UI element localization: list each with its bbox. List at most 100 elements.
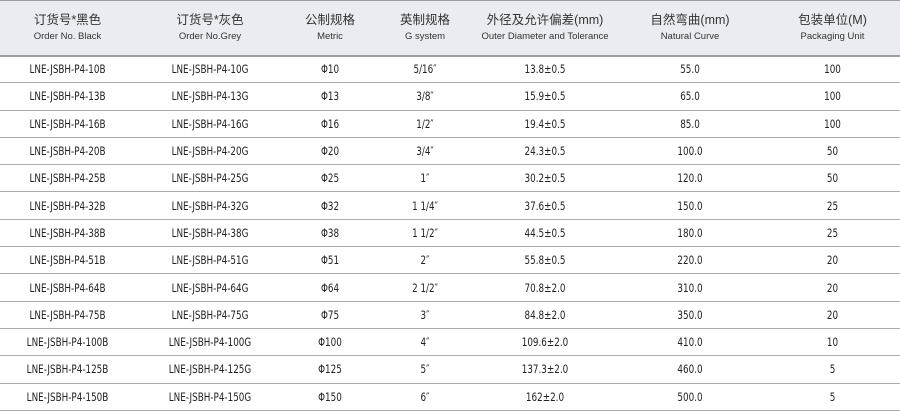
cell-natural-curve: 55.0: [680, 62, 700, 77]
cell-order-no-black: LNE-JSBH-P4-75B: [29, 307, 106, 322]
cell-natural-curve: 410.0: [677, 335, 703, 350]
cell-packaging-unit: 100: [824, 116, 841, 131]
table-row: LNE-JSBH-P4-150B LNE-JSBH-P4-150G Φ150 6″ 16…: [0, 383, 900, 411]
cell-natural-curve: 460.0: [677, 362, 703, 377]
cell-outer-diameter: 137.3±2.0: [521, 362, 569, 377]
cell-natural-curve: 150.0: [677, 198, 703, 213]
cell-g-system: 5″: [420, 362, 430, 377]
table-row: LNE-JSBH-P4-25B LNE-JSBH-P4-25G Φ25 1″ 30.2±…: [0, 165, 900, 192]
cell-order-no-black: LNE-JSBH-P4-13B: [29, 89, 106, 104]
cell-packaging-unit: 50: [826, 144, 839, 159]
cell-g-system: 1/2″: [416, 116, 434, 131]
header-label-zh: 订货号*灰色: [176, 12, 244, 27]
header-label-en: Natural Curve: [660, 30, 720, 42]
cell-order-no-black: LNE-JSBH-P4-16B: [29, 116, 106, 131]
table-row: LNE-JSBH-P4-13B LNE-JSBH-P4-13G Φ13 3/8″ 15.…: [0, 83, 900, 111]
cell-natural-curve: 180.0: [677, 225, 703, 240]
cell-packaging-unit: 5: [829, 362, 836, 377]
table-row: LNE-JSBH-P4-64B LNE-JSBH-P4-64G Φ64 2 1/2″ 7…: [0, 274, 900, 302]
cell-order-no-grey: LNE-JSBH-P4-125G: [168, 362, 252, 377]
cell-natural-curve: 310.0: [677, 280, 703, 295]
table-row: LNE-JSBH-P4-16B LNE-JSBH-P4-16G Φ16 1/2″ 19.…: [0, 110, 900, 138]
cell-outer-diameter: 70.8±2.0: [524, 280, 566, 295]
cell-metric: Φ100: [318, 335, 342, 350]
cell-natural-curve: 100.0: [677, 144, 703, 159]
cell-metric: Φ20: [320, 144, 340, 159]
cell-outer-diameter: 13.8±0.5: [524, 62, 566, 77]
cell-natural-curve: 350.0: [677, 307, 703, 322]
cell-metric: Φ16: [320, 116, 340, 131]
cell-packaging-unit: 25: [826, 225, 839, 240]
header-label-zh: 外径及允许偏差(mm): [486, 12, 604, 27]
column-header-metric: 公制规格 Metric: [285, 1, 375, 56]
column-header-order-no-grey: 订货号*灰色 Order No.Grey: [135, 1, 285, 56]
cell-packaging-unit: 100: [824, 62, 841, 77]
table-row: LNE-JSBH-P4-125B LNE-JSBH-P4-125G Φ125 5″ 13…: [0, 356, 900, 384]
cell-order-no-grey: LNE-JSBH-P4-64G: [171, 280, 249, 295]
cell-outer-diameter: 84.8±2.0: [524, 307, 566, 322]
cell-order-no-grey: LNE-JSBH-P4-38G: [171, 225, 249, 240]
cell-metric: Φ25: [320, 171, 340, 186]
cell-metric: Φ75: [320, 307, 340, 322]
header-label-zh: 自然弯曲(mm): [650, 12, 730, 27]
cell-natural-curve: 500.0: [677, 389, 703, 404]
cell-outer-diameter: 55.8±0.5: [524, 253, 566, 268]
cell-metric: Φ150: [318, 389, 342, 404]
cell-order-no-black: LNE-JSBH-P4-32B: [29, 198, 106, 213]
column-header-order-no-black: 订货号*黑色 Order No. Black: [0, 1, 135, 56]
table-row: LNE-JSBH-P4-100B LNE-JSBH-P4-100G Φ100 4″ 10…: [0, 328, 900, 356]
cell-metric: Φ32: [320, 198, 340, 213]
cell-order-no-grey: LNE-JSBH-P4-10G: [171, 62, 249, 77]
cell-outer-diameter: 109.6±2.0: [521, 335, 569, 350]
header-label-zh: 公制规格: [304, 12, 355, 27]
cell-packaging-unit: 100: [824, 89, 841, 104]
cell-order-no-black: LNE-JSBH-P4-150B: [26, 389, 109, 404]
column-header-natural-curve: 自然弯曲(mm) Natural Curve: [615, 1, 765, 56]
cell-packaging-unit: 25: [826, 198, 839, 213]
cell-metric: Φ10: [320, 62, 340, 77]
cell-outer-diameter: 30.2±0.5: [524, 171, 566, 186]
header-label-zh: 包装单位(M): [798, 12, 867, 27]
cell-packaging-unit: 20: [826, 280, 839, 295]
column-header-g-system: 英制规格 G system: [375, 1, 475, 56]
cell-g-system: 2″: [420, 253, 430, 268]
table-row: LNE-JSBH-P4-10B LNE-JSBH-P4-10G Φ10 5/16″ 13…: [0, 56, 900, 83]
header-label-en: Order No.Grey: [178, 30, 242, 42]
cell-g-system: 3/8″: [416, 89, 434, 104]
cell-g-system: 4″: [420, 335, 430, 350]
table-row: LNE-JSBH-P4-32B LNE-JSBH-P4-32G Φ32 1 1/4″ 3…: [0, 192, 900, 220]
cell-order-no-black: LNE-JSBH-P4-10B: [29, 62, 106, 77]
header-label-en: Order No. Black: [33, 30, 102, 42]
table-row: LNE-JSBH-P4-38B LNE-JSBH-P4-38G Φ38 1 1/2″ 4…: [0, 219, 900, 247]
cell-order-no-grey: LNE-JSBH-P4-100G: [168, 335, 252, 350]
cell-order-no-grey: LNE-JSBH-P4-16G: [171, 116, 249, 131]
cell-outer-diameter: 19.4±0.5: [524, 116, 566, 131]
cell-order-no-grey: LNE-JSBH-P4-25G: [171, 171, 249, 186]
cell-order-no-grey: LNE-JSBH-P4-32G: [171, 198, 249, 213]
table-row: LNE-JSBH-P4-51B LNE-JSBH-P4-51G Φ51 2″ 55.8±…: [0, 247, 900, 274]
cell-g-system: 1 1/4″: [412, 198, 438, 213]
cell-outer-diameter: 24.3±0.5: [524, 144, 566, 159]
table-body: LNE-JSBH-P4-10B LNE-JSBH-P4-10G Φ10 5/16″ 13…: [0, 56, 900, 411]
cell-order-no-grey: LNE-JSBH-P4-20G: [171, 144, 249, 159]
cell-packaging-unit: 20: [826, 307, 839, 322]
cell-order-no-grey: LNE-JSBH-P4-150G: [168, 389, 252, 404]
cell-packaging-unit: 5: [829, 389, 836, 404]
cell-g-system: 3″: [420, 307, 430, 322]
cell-metric: Φ125: [318, 362, 342, 377]
cell-metric: Φ64: [320, 280, 340, 295]
cell-packaging-unit: 20: [826, 253, 839, 268]
cell-outer-diameter: 162±2.0: [525, 389, 565, 404]
cell-packaging-unit: 50: [826, 171, 839, 186]
table-row: LNE-JSBH-P4-20B LNE-JSBH-P4-20G Φ20 3/4″ 24.…: [0, 137, 900, 165]
cell-packaging-unit: 10: [826, 335, 839, 350]
cell-order-no-black: LNE-JSBH-P4-100B: [26, 335, 109, 350]
cell-metric: Φ38: [320, 225, 340, 240]
header-row: 订货号*黑色 Order No. Black 订货号*灰色 Order No.Grey…: [0, 0, 900, 56]
cell-order-no-black: LNE-JSBH-P4-51B: [29, 253, 106, 268]
cell-natural-curve: 120.0: [677, 171, 703, 186]
cell-order-no-black: LNE-JSBH-P4-38B: [29, 225, 106, 240]
cell-natural-curve: 65.0: [680, 89, 700, 104]
column-header-outer-diameter: 外径及允许偏差(mm) Outer Diameter and Tolerance: [475, 1, 615, 56]
cell-natural-curve: 85.0: [680, 116, 700, 131]
